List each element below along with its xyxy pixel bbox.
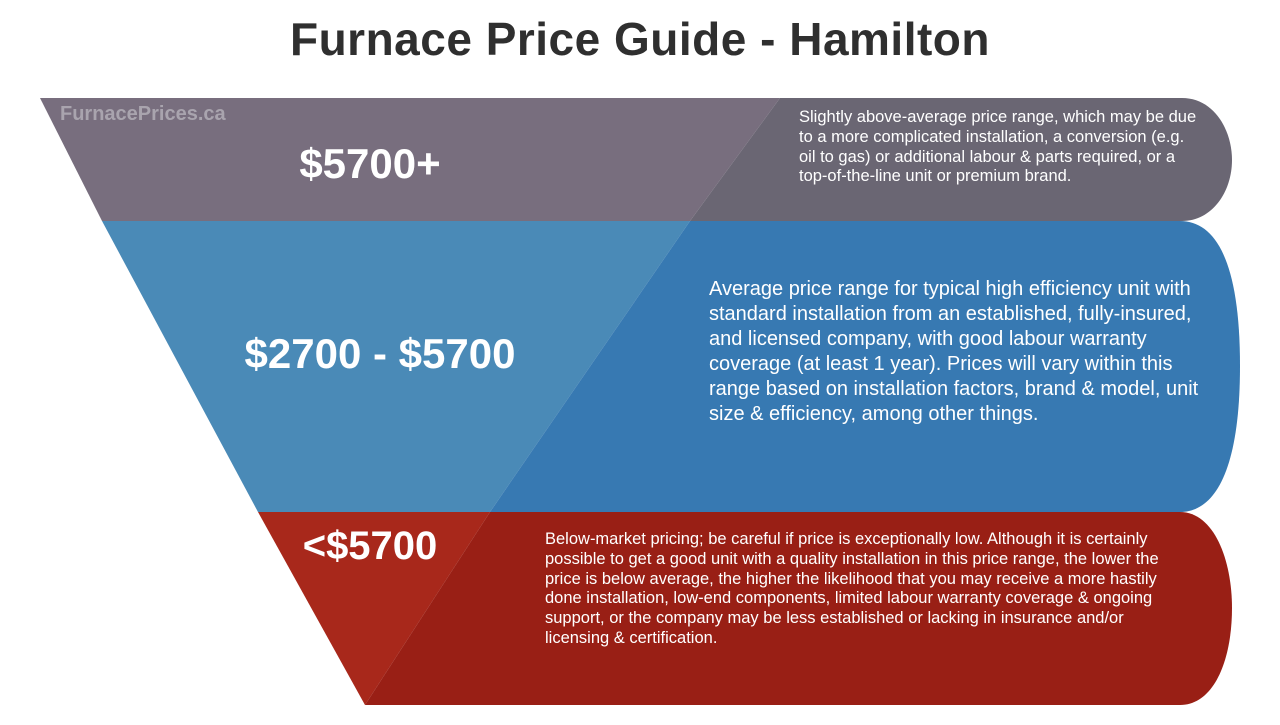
tier-middle-description: Average price range for typical high eff…	[709, 278, 1199, 425]
tier-top-price: $5700+	[299, 140, 441, 187]
tier-middle-price: $2700 - $5700	[244, 330, 516, 377]
tier-top-description: Slightly above-average price range, whic…	[799, 108, 1197, 186]
tier-bottom-description: Below-market pricing; be careful if pric…	[545, 530, 1159, 647]
tier-middle-shape	[102, 221, 1240, 512]
tier-bottom-shape	[258, 512, 1232, 705]
watermark-text: FurnacePrices.ca	[60, 103, 226, 125]
page-title: Furnace Price Guide - Hamilton	[289, 13, 991, 65]
tier-bottom-price: <$5700	[302, 524, 438, 568]
tier-top-shape	[40, 98, 1232, 221]
